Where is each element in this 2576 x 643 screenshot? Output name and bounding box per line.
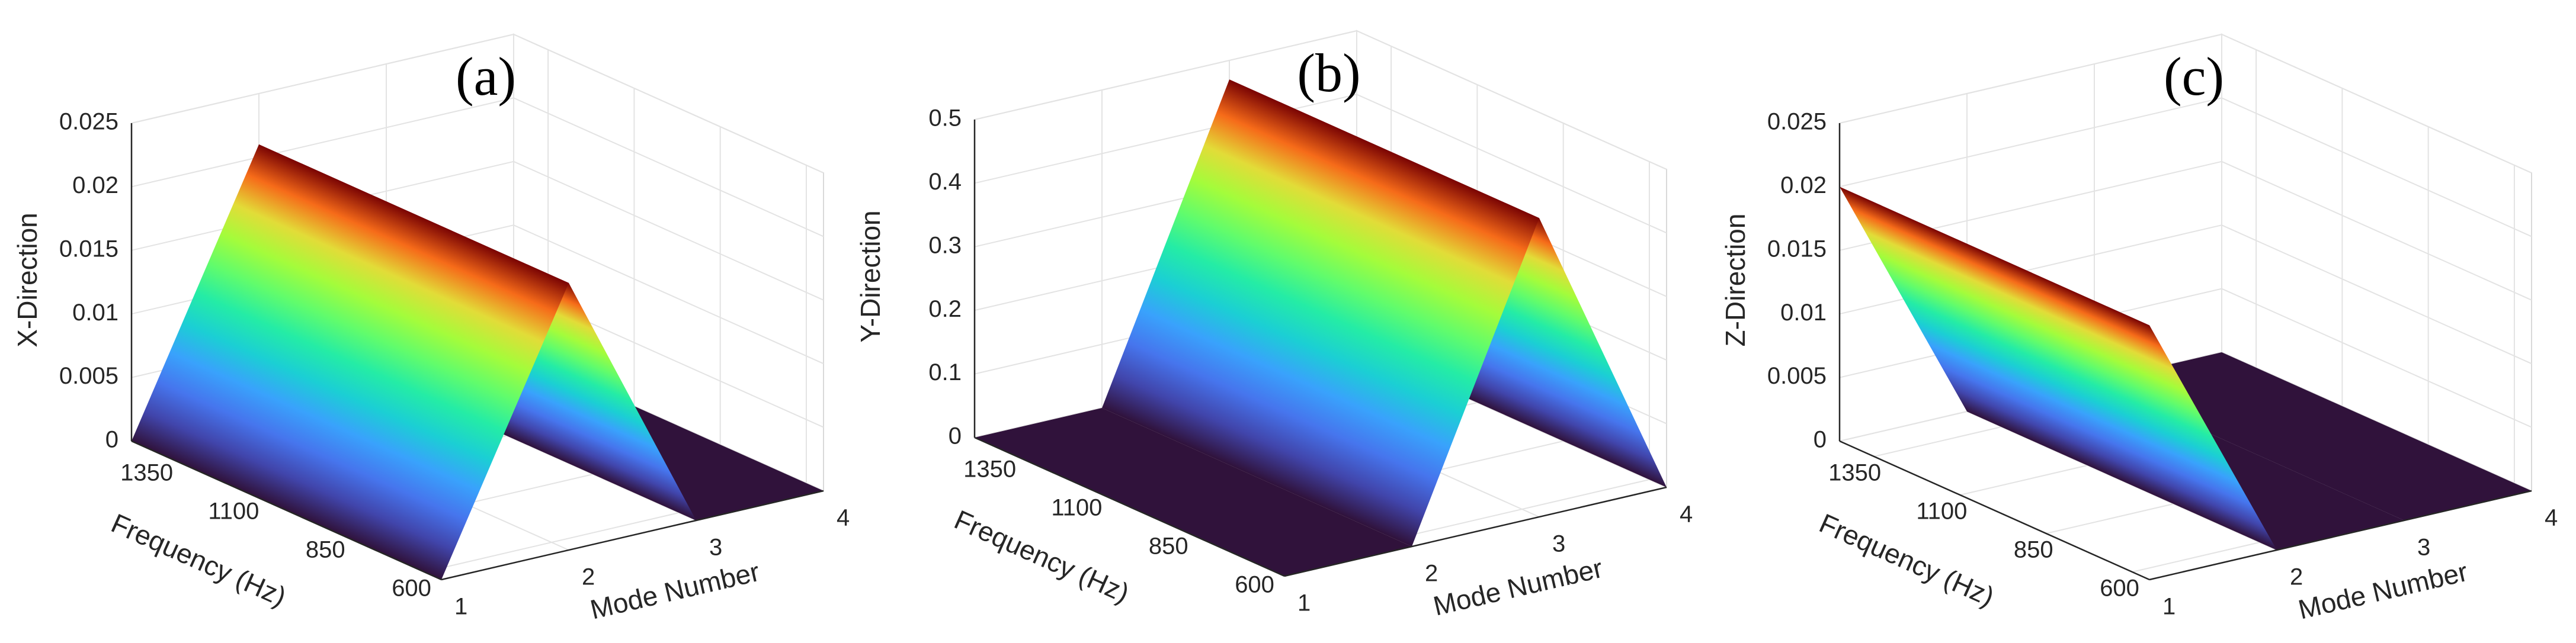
x-tick-label: 3 <box>709 535 722 561</box>
x-tick-label: 4 <box>1680 501 1693 528</box>
grid-line <box>1839 34 2222 124</box>
z-tick-label: 0.02 <box>1780 172 1827 198</box>
z-tick-label: 0.4 <box>928 169 962 195</box>
y-tick-label: 600 <box>2100 576 2139 602</box>
panel-label: (c) <box>2164 46 2224 107</box>
z-tick-label: 0.025 <box>1767 109 1827 135</box>
x-axis-label: Mode Number <box>1430 552 1606 622</box>
x-tick-label: 2 <box>582 564 595 590</box>
z-axis-label: Z-Direction <box>1720 214 1751 347</box>
z-axis-label: Y-Direction <box>855 210 886 342</box>
surface-patch <box>1102 79 1539 547</box>
grid-line <box>2221 288 2532 428</box>
grid-line <box>2221 224 2532 365</box>
surface-panel: 0 0.005 0.01 0.015 0.02 0.025 600 850 1100 1350 1 2… <box>1720 33 2558 625</box>
panel-label: (b) <box>1297 43 1360 103</box>
z-axis-label: X-Direction <box>12 213 43 348</box>
surface-patch <box>1840 187 2277 550</box>
z-tick-label: 0.015 <box>1767 236 1827 262</box>
grid-line <box>131 97 514 188</box>
z-tick-label: 0.005 <box>59 363 118 389</box>
grid-line <box>131 34 514 124</box>
x-tick-label: 1 <box>2162 594 2175 620</box>
x-axis-label: Mode Number <box>2295 556 2471 625</box>
grid-line <box>2221 97 2532 237</box>
x-tick-label: 3 <box>1552 531 1565 557</box>
x-axis <box>2149 490 2532 581</box>
y-tick-label: 1100 <box>1916 499 1967 525</box>
surface-patch <box>975 408 1412 576</box>
y-tick-label: 1100 <box>208 499 259 525</box>
z-tick-label: 0 <box>1814 427 1827 453</box>
y-axis <box>974 436 1285 577</box>
x-tick-label: 2 <box>1425 561 1438 587</box>
grid-line <box>1839 97 2222 188</box>
y-axis-label: Frequency (Hz) <box>950 504 1134 609</box>
grid-line <box>513 34 824 173</box>
y-tick-label: 850 <box>2014 537 2053 563</box>
y-tick-label: 1350 <box>120 460 173 486</box>
grid-line <box>513 160 824 301</box>
x-tick-label: 3 <box>2417 535 2430 561</box>
y-tick-label: 850 <box>1149 533 1188 560</box>
z-tick-label: 0.015 <box>59 236 118 262</box>
y-tick-label: 1350 <box>1828 460 1881 486</box>
y-tick-label: 1350 <box>963 456 1016 483</box>
x-tick-label: 1 <box>454 594 467 620</box>
panel-label: (a) <box>456 46 516 107</box>
y-axis <box>131 440 442 581</box>
z-tick-label: 0.1 <box>928 359 962 385</box>
z-tick-label: 0 <box>105 427 118 453</box>
grid-line <box>2221 34 2532 173</box>
surface-panel: 0 0.1 0.2 0.3 0.4 0.5 600 850 1100 1350 1 2 3 4 Freque… <box>855 30 1693 622</box>
y-axis <box>1839 440 2150 581</box>
surface-patch <box>132 144 569 580</box>
surface-panel: 0 0.005 0.01 0.015 0.02 0.025 600 850 1100 1350 1 2… <box>12 33 850 625</box>
y-axis-label: Frequency (Hz) <box>107 507 291 612</box>
grid-line <box>513 224 824 365</box>
grid-line <box>974 30 1357 120</box>
grid-line <box>1356 94 1667 234</box>
z-tick-label: 0.3 <box>928 232 962 258</box>
z-tick-label: 0.02 <box>72 172 118 198</box>
z-tick-label: 0.01 <box>72 300 118 326</box>
x-tick-label: 4 <box>2545 505 2558 531</box>
z-tick-label: 0.2 <box>928 296 962 322</box>
x-axis <box>1284 486 1667 577</box>
x-axis-label: Mode Number <box>587 556 762 625</box>
z-tick-label: 0 <box>949 423 962 449</box>
x-tick-label: 4 <box>837 505 850 531</box>
y-axis-label: Frequency (Hz) <box>1815 507 1999 612</box>
grid-line <box>513 97 824 237</box>
z-tick-label: 0.01 <box>1780 300 1827 326</box>
x-tick-label: 1 <box>1297 590 1311 616</box>
grid-line <box>2221 160 2532 301</box>
grid-line <box>1839 224 2222 315</box>
y-tick-label: 850 <box>306 537 345 563</box>
z-tick-label: 0.005 <box>1767 363 1827 389</box>
y-tick-label: 600 <box>1235 572 1274 598</box>
z-tick-label: 0.025 <box>59 109 118 135</box>
y-tick-label: 1100 <box>1051 495 1102 521</box>
y-tick-label: 600 <box>392 576 431 602</box>
x-axis <box>441 490 824 581</box>
z-tick-label: 0.5 <box>928 105 962 131</box>
surface-patch <box>2094 352 2532 520</box>
grid-line <box>1356 30 1667 170</box>
x-tick-label: 2 <box>2290 564 2303 590</box>
